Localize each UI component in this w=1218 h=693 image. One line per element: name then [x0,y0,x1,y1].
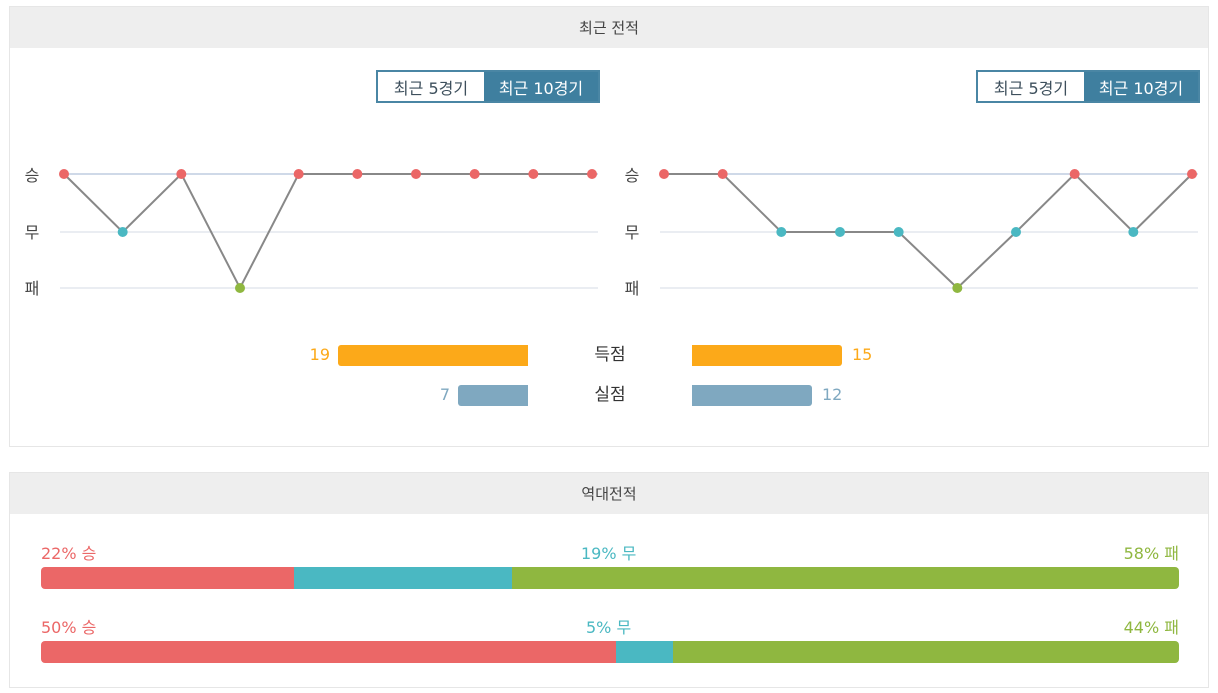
left-form-point-4 [235,283,245,293]
left-form-point-10 [587,169,597,179]
right-form-chart: 승 무 패 [610,157,1210,311]
right-form-line [664,172,1193,290]
left-goals-conceded-value: 7 [439,385,450,404]
right-goals-conceded-bar [692,385,812,406]
left-form-point-9 [528,169,539,179]
left-form-point-6 [352,169,363,179]
right-range-toggle: 최근 5경기 최근 10경기 [976,70,1200,103]
h2h-row-2-draw-label: 5% 무 [586,618,632,637]
right-last-10-button[interactable]: 최근 10경기 [1084,72,1198,101]
h2h-row-1-bar [41,567,1179,589]
h2h-row-1-draw-segment [293,567,513,589]
left-range-toggle: 최근 5경기 최근 10경기 [376,70,600,103]
left-y-label-draw: 무 [24,223,40,242]
h2h-row-2: 50% 승 5% 무 44% 패 [41,614,1179,663]
h2h-row-1-win-label: 22% 승 [41,544,97,563]
h2h-row-1-loss-segment [512,567,1179,589]
right-form-point-5 [893,227,904,237]
goals-scored-label: 득점 [594,345,626,365]
right-form-point-8 [1069,169,1080,179]
right-form-plot [659,169,1198,293]
left-form-point-3 [176,169,187,179]
left-goals-scored-value: 19 [309,345,330,364]
left-form-plot [59,169,598,293]
right-form-point-3 [776,227,787,237]
left-y-label-win: 승 [24,166,40,185]
h2h-row-2-loss-segment [673,641,1179,663]
left-y-label-loss: 패 [24,279,40,298]
recent-form-header: 최근 전적 [10,7,1208,48]
right-goals-scored-bar [692,345,842,366]
h2h-row-1-draw-label: 19% 무 [581,544,637,563]
left-form-point-2 [117,227,128,237]
right-y-label-draw: 무 [624,223,640,242]
goals-scored-row: 19 득점 15 [10,343,1210,367]
right-goals-scored-value: 15 [852,345,873,364]
h2h-row-1: 22% 승 19% 무 58% 패 [41,540,1179,589]
right-form-point-2 [717,169,728,179]
left-form-point-5 [293,169,304,179]
head-to-head-panel: 역대전적 22% 승 19% 무 58% 패 50% 승 5% 무 44% 패 [9,472,1209,688]
left-form-chart: 승 무 패 [10,157,610,311]
h2h-row-2-bar [41,641,1179,663]
head-to-head-title: 역대전적 [581,485,637,503]
left-form-point-8 [469,169,480,179]
right-form-point-7 [1011,227,1021,237]
recent-form-panel: 최근 전적 최근 5경기 최근 10경기 최근 5경기 최근 10경기 승 무 … [9,6,1209,447]
h2h-row-2-loss-label: 44% 패 [1123,618,1179,637]
left-goals-scored-bar [338,345,528,366]
head-to-head-header: 역대전적 [10,473,1208,514]
right-goals-conceded-value: 12 [822,385,843,404]
h2h-row-1-loss-label: 58% 패 [1123,544,1179,563]
right-form-point-6 [952,283,963,293]
left-form-point-7 [411,169,421,179]
right-form-point-4 [835,227,845,237]
left-form-point-1 [59,169,69,179]
h2h-row-2-win-label: 50% 승 [41,618,97,637]
left-goals-conceded-bar [458,385,528,406]
left-form-line [63,172,592,291]
right-y-label-loss: 패 [624,279,640,298]
right-y-label-win: 승 [624,166,640,185]
goals-conceded-label: 실점 [594,385,626,405]
h2h-row-1-win-segment [41,567,294,589]
right-form-point-9 [1128,227,1139,237]
goals-conceded-row: 7 실점 12 [10,383,1210,407]
left-last-10-button[interactable]: 최근 10경기 [484,72,598,101]
h2h-row-2-draw-segment [615,641,674,663]
h2h-row-2-win-segment [41,641,616,663]
right-last-5-button[interactable]: 최근 5경기 [978,72,1084,101]
right-form-point-1 [659,169,669,179]
recent-form-title: 최근 전적 [579,19,639,37]
left-last-5-button[interactable]: 최근 5경기 [378,72,484,101]
right-form-point-10 [1187,169,1197,179]
